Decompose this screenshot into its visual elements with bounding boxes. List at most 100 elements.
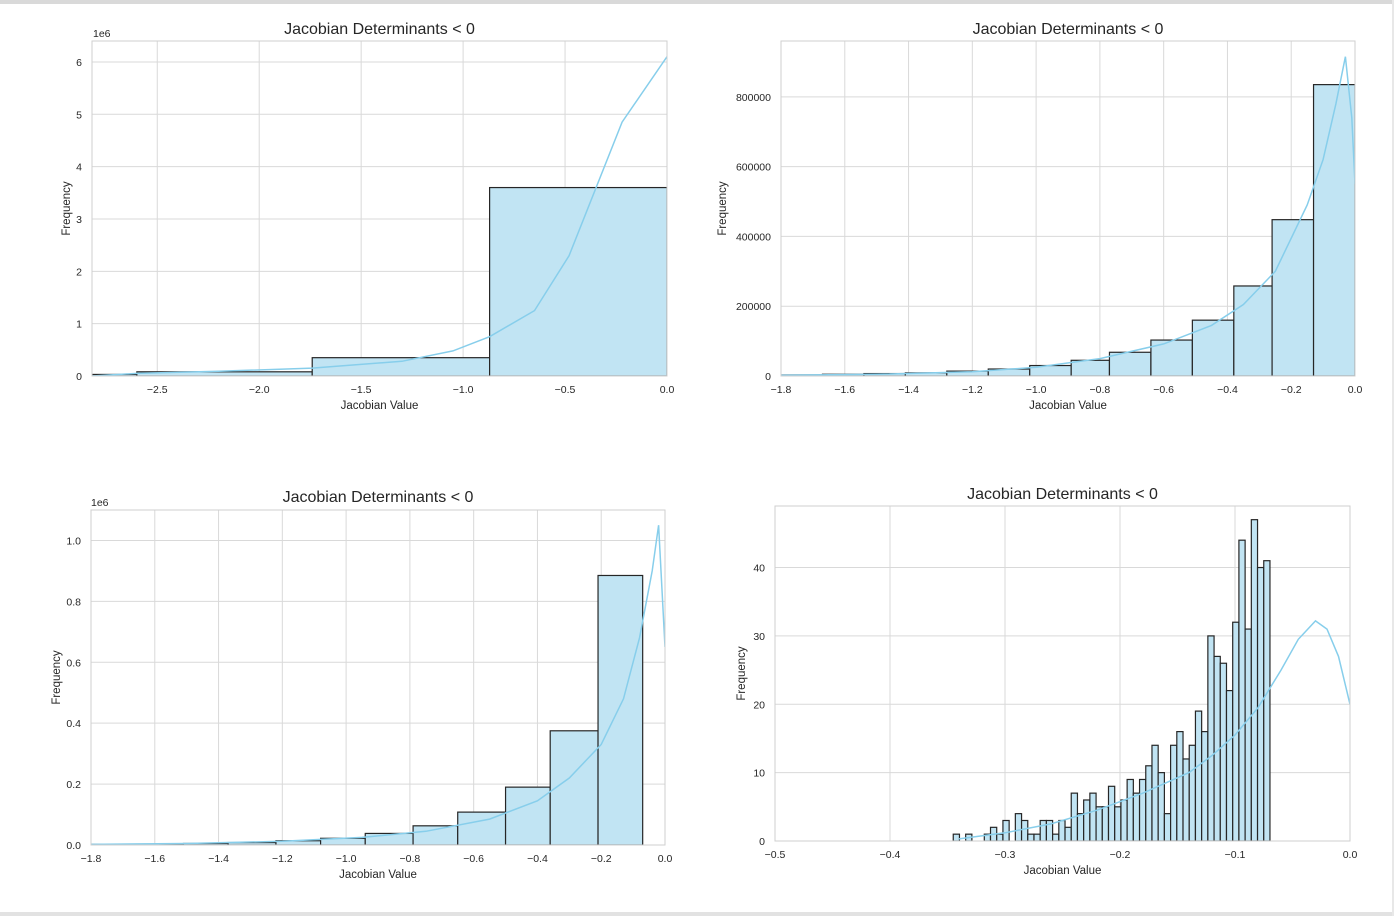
histogram-bar <box>996 833 1004 841</box>
kde-line <box>781 56 1355 376</box>
axes-frame <box>774 505 1351 842</box>
histogram-bar <box>1138 778 1147 841</box>
x-tick-label: −1.0 <box>453 384 474 396</box>
histogram-bar <box>1027 833 1035 841</box>
chart-title: Jacobian Determinants < 0 <box>973 21 1164 38</box>
histogram-bar <box>1176 731 1184 841</box>
histogram-bar <box>1312 84 1355 376</box>
histogram-bar <box>412 825 459 845</box>
x-tick-label: −2.5 <box>147 384 168 396</box>
histogram-bar <box>1225 689 1234 841</box>
x-tick-label: −1.0 <box>1026 384 1047 396</box>
x-axis-label: Jacobian Value <box>339 869 417 881</box>
x-tick-label: −0.4 <box>1217 384 1238 396</box>
chart-title: Jacobian Determinants < 0 <box>283 489 474 506</box>
histogram-bar <box>1207 635 1215 841</box>
histogram-bar <box>1014 813 1023 841</box>
y-tick-label: 600000 <box>736 162 771 174</box>
window-right-border <box>1392 0 1394 916</box>
histogram-bar <box>311 357 491 376</box>
window-top-border <box>0 0 1394 4</box>
histogram-bar <box>1039 819 1047 841</box>
x-tick-label: −0.5 <box>555 384 576 396</box>
y-tick-label: 20 <box>753 699 765 711</box>
histogram-bar <box>1151 744 1159 841</box>
histogram-bar <box>1182 758 1190 841</box>
y-axis-label: Frequency <box>736 646 748 701</box>
axes-frame <box>91 40 668 377</box>
histogram-bar <box>1107 785 1116 841</box>
x-tick-label: −0.2 <box>1110 849 1131 861</box>
x-tick-label: −0.2 <box>1281 384 1302 396</box>
histogram-bar <box>1083 799 1091 841</box>
histogram-bar <box>1201 731 1209 841</box>
y-tick-label: 0 <box>759 836 765 848</box>
x-tick-label: −1.2 <box>962 384 983 396</box>
histogram-bar <box>1188 744 1197 841</box>
axes-frame <box>90 509 666 846</box>
y-axis-label: Frequency <box>61 181 73 236</box>
x-axis-label: Jacobian Value <box>1029 400 1107 412</box>
y-tick-label: 0.0 <box>66 840 81 852</box>
histogram-bars <box>92 186 667 376</box>
y-tick-label: 3 <box>76 214 82 226</box>
x-tick-label: 0.0 <box>660 384 675 396</box>
y-tick-label: 10 <box>753 768 765 780</box>
x-axis-label: Jacobian Value <box>1024 865 1102 877</box>
y-tick-label: 0.4 <box>66 718 81 730</box>
histogram-bar <box>1020 819 1029 841</box>
x-tick-label: −0.4 <box>527 853 548 865</box>
histogram-bar <box>489 186 667 376</box>
axes-frame <box>780 40 1356 377</box>
histogram-bar <box>457 811 507 845</box>
histogram-bar <box>1150 339 1193 376</box>
histogram-bar <box>1058 819 1066 841</box>
x-tick-label: 0.0 <box>658 853 673 865</box>
x-tick-label: −0.4 <box>880 849 901 861</box>
x-tick-label: −0.2 <box>591 853 612 865</box>
y-scale-offset-label: 1e6 <box>93 28 111 40</box>
x-tick-label: −0.5 <box>765 849 786 861</box>
histogram-bar <box>1163 813 1172 841</box>
histogram-bar <box>1250 519 1259 841</box>
x-tick-label: −1.5 <box>351 384 372 396</box>
histogram-bar <box>1033 833 1041 841</box>
histogram-bar <box>597 574 644 845</box>
x-axis-label: Jacobian Value <box>341 400 419 412</box>
x-tick-label: −1.6 <box>144 853 165 865</box>
y-tick-label: 200000 <box>736 301 771 313</box>
x-tick-label: 0.0 <box>1343 849 1358 861</box>
histogram-bar <box>1194 710 1203 841</box>
histogram-bar <box>1271 219 1315 376</box>
histogram-bar <box>1076 813 1085 841</box>
histogram-bar <box>549 730 599 845</box>
y-tick-label: 5 <box>76 109 82 121</box>
kde-line <box>91 525 665 845</box>
histogram-bar <box>1114 806 1122 841</box>
kde-line <box>92 56 667 376</box>
y-tick-label: 2 <box>76 266 82 278</box>
x-tick-label: −0.8 <box>400 853 421 865</box>
histogram-bar <box>1089 792 1097 841</box>
y-tick-label: 0 <box>76 371 82 383</box>
x-tick-label: −0.6 <box>463 853 484 865</box>
y-tick-label: 1 <box>76 319 82 331</box>
x-tick-label: −1.0 <box>336 853 357 865</box>
y-tick-label: 0 <box>765 371 771 383</box>
histogram-bar <box>1132 792 1141 841</box>
y-tick-label: 30 <box>753 631 765 643</box>
y-tick-label: 40 <box>753 563 765 575</box>
chart-title: Jacobian Determinants < 0 <box>967 486 1158 503</box>
x-tick-label: −1.2 <box>272 853 293 865</box>
chart-panel-4: −0.5 −0.4 −0.3 −0.2 −0.1 0.0 0 10 20 30 40 Jacobian… <box>736 486 1357 877</box>
y-scale-offset-label: 1e6 <box>91 497 109 509</box>
chart-title: Jacobian Determinants < 0 <box>284 21 475 38</box>
histogram-bar <box>1120 799 1128 841</box>
histogram-bar <box>1064 826 1072 841</box>
y-axis-label: Frequency <box>51 650 63 705</box>
histogram-bar <box>1219 662 1228 841</box>
histogram-bar <box>1263 560 1271 841</box>
histogram-bar <box>1169 744 1178 841</box>
y-tick-label: 0.2 <box>66 779 81 791</box>
